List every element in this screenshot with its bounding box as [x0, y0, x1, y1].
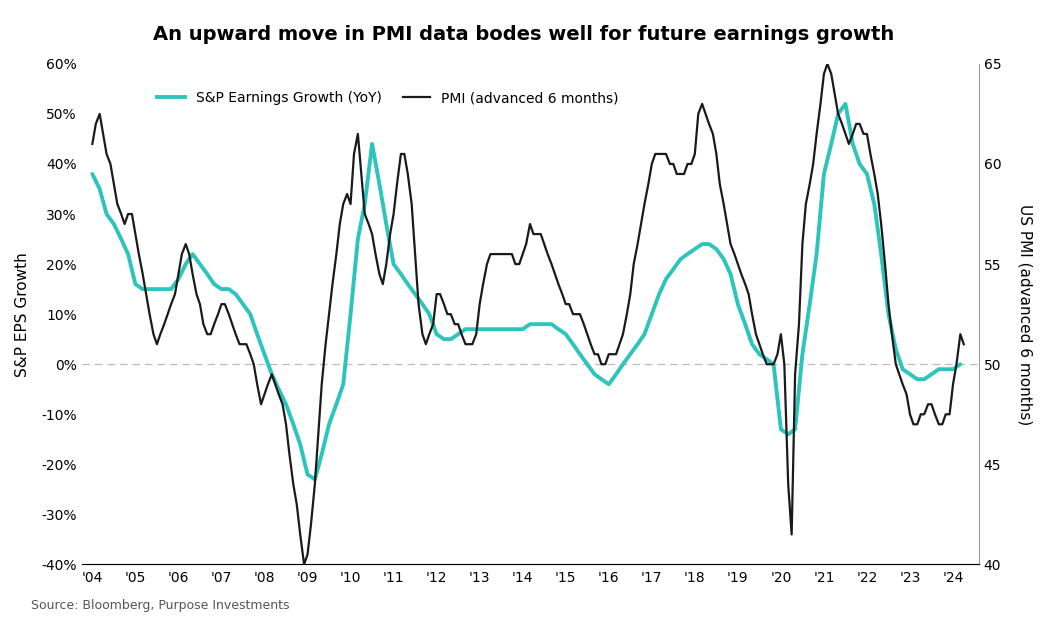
Y-axis label: US PMI (advanced 6 months): US PMI (advanced 6 months): [1018, 204, 1033, 425]
Text: Source: Bloomberg, Purpose Investments: Source: Bloomberg, Purpose Investments: [31, 599, 290, 612]
Text: An upward move in PMI data bodes well for future earnings growth: An upward move in PMI data bodes well fo…: [153, 25, 895, 44]
Y-axis label: S&P EPS Growth: S&P EPS Growth: [15, 252, 30, 376]
Legend: S&P Earnings Growth (YoY), PMI (advanced 6 months): S&P Earnings Growth (YoY), PMI (advanced…: [151, 86, 625, 111]
